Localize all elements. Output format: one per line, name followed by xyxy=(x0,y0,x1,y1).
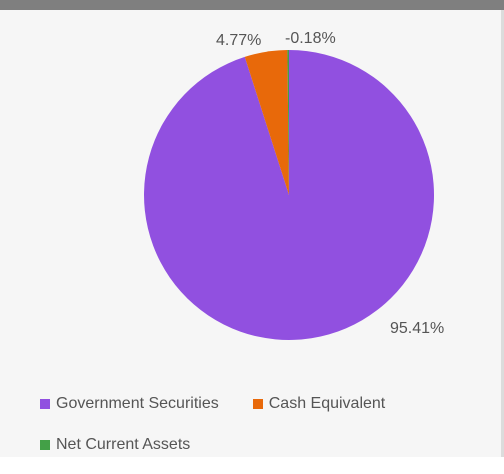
legend-row: Net Current Assets xyxy=(40,433,500,457)
legend-label-net-current-assets: Net Current Assets xyxy=(56,436,191,453)
legend-swatch-government-securities xyxy=(40,399,50,409)
legend-row: Government Securities Cash Equivalent xyxy=(40,392,500,416)
pie-slices xyxy=(144,50,435,340)
frame-edge xyxy=(501,10,504,457)
pie-slice-net-current-assets[interactable] xyxy=(287,50,289,195)
pie-slice-cash-equivalent[interactable] xyxy=(244,50,289,196)
legend-label-cash-equivalent: Cash Equivalent xyxy=(268,395,386,412)
legend-item-cash-equivalent[interactable]: Cash Equivalent xyxy=(252,395,386,413)
pie-slice-government-securities[interactable] xyxy=(144,50,435,340)
pie-data-labels: 95.41% 4.77% -0.18% xyxy=(216,30,444,337)
chart-legend: Government Securities Cash Equivalent Ne… xyxy=(40,392,500,474)
data-label-net-current-assets: -0.18% xyxy=(285,30,336,47)
legend-label-government-securities: Government Securities xyxy=(56,395,219,412)
legend-swatch-cash-equivalent xyxy=(252,399,263,409)
pie-chart: 95.41% 4.77% -0.18% xyxy=(144,30,444,340)
header-bar xyxy=(0,0,504,10)
chart-frame: 95.41% 4.77% -0.18% Government Securities … xyxy=(0,0,504,457)
data-label-cash-equivalent: 4.77% xyxy=(216,32,261,49)
legend-swatch-net-current-assets xyxy=(40,440,50,450)
legend-item-net-current-assets[interactable]: Net Current Assets xyxy=(40,436,190,454)
data-label-government-securities: 95.41% xyxy=(390,320,444,337)
legend-item-government-securities[interactable]: Government Securities xyxy=(40,395,219,413)
